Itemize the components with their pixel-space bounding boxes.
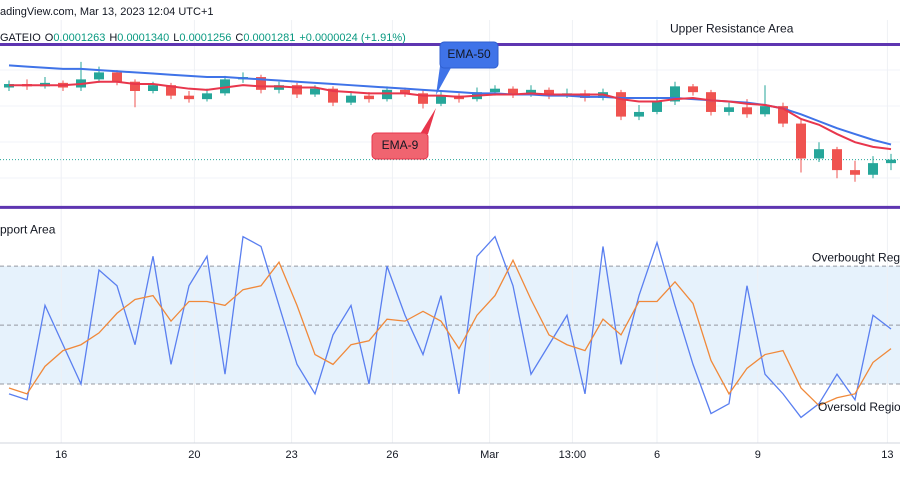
candle-body <box>256 77 266 90</box>
ohlc-value: 0.0001281 <box>243 32 295 44</box>
ohlc-label: L <box>173 32 179 44</box>
candle-body <box>526 89 536 95</box>
candle-body <box>436 95 446 104</box>
candle-body <box>148 85 158 92</box>
level-label: Overbought Regi <box>812 250 900 264</box>
candle-body <box>112 72 122 82</box>
candle-body <box>274 85 284 90</box>
x-tick-label: 26 <box>386 449 398 461</box>
candle-body <box>724 107 734 112</box>
level-label: pport Area <box>0 223 56 237</box>
stoch-line <box>8 258 892 407</box>
candle-body <box>292 85 302 95</box>
candle-body <box>364 95 374 100</box>
ohlc-value: 0.0001256 <box>179 32 231 44</box>
x-tick-label: 13 <box>881 449 893 461</box>
watermark-header: adingView.com, Mar 13, 2023 12:04 UTC+1 <box>0 6 214 18</box>
ohlc-label: C <box>235 32 243 44</box>
candle-body <box>400 89 410 94</box>
level-label: Upper Resistance Area <box>670 22 794 36</box>
level-label: Oversold Regio <box>818 400 900 414</box>
candle-body <box>508 88 518 95</box>
callout-pointer <box>436 66 452 95</box>
candle-body <box>166 85 176 96</box>
candle-body <box>706 92 716 112</box>
candle-body <box>310 88 320 95</box>
callout-pointer <box>420 108 436 134</box>
candle-body <box>760 106 770 115</box>
legend-label: EMA-50 <box>447 47 491 61</box>
x-tick-label: 13:00 <box>559 449 587 461</box>
ohlc-value: 0.0001340 <box>117 32 169 44</box>
candle-body <box>382 89 392 100</box>
callout-box <box>371 132 429 160</box>
x-tick-label: 16 <box>55 449 67 461</box>
x-tick-label: 20 <box>188 449 200 461</box>
ema-line <box>9 80 892 151</box>
x-tick-label: 9 <box>755 449 761 461</box>
ohlc-value: 0.0001263 <box>53 32 105 44</box>
candle-body <box>328 88 338 103</box>
candle-body <box>814 149 824 159</box>
stoch-line <box>8 235 892 419</box>
candle-body <box>544 89 554 96</box>
candle-body <box>616 92 626 117</box>
ohlc-label: O <box>45 32 54 44</box>
x-tick-label: Mar <box>480 449 499 461</box>
candle-body <box>418 93 428 104</box>
candle-body <box>580 93 590 98</box>
candle-body <box>742 107 752 115</box>
candle-body <box>688 86 698 93</box>
candle-body <box>832 149 842 171</box>
ohlc-header: GATEIO O0.0001263 H0.0001340 L0.0001256 C0.0… <box>0 32 406 44</box>
x-tick-label: 23 <box>285 449 297 461</box>
candle-body <box>346 95 356 103</box>
candle-body <box>868 163 878 175</box>
candle-body <box>202 93 212 100</box>
candle-body <box>94 72 104 80</box>
candle-body <box>130 81 140 92</box>
x-tick-label: 6 <box>654 449 660 461</box>
candle-body <box>220 79 230 94</box>
callout-box <box>439 41 499 69</box>
candle-body <box>184 95 194 100</box>
candle-body <box>670 86 680 102</box>
candle-body <box>652 101 662 112</box>
symbol: GATEIO <box>0 32 41 44</box>
candle-body <box>886 159 896 164</box>
ohlc-label: H <box>109 32 117 44</box>
candle-body <box>490 88 500 93</box>
candle-body <box>850 170 860 175</box>
change: +0.0000024 (+1.91%) <box>299 32 405 44</box>
legend-label: EMA-9 <box>382 138 419 152</box>
candle-body <box>778 106 788 124</box>
candle-body <box>634 111 644 117</box>
candle-body <box>796 123 806 159</box>
